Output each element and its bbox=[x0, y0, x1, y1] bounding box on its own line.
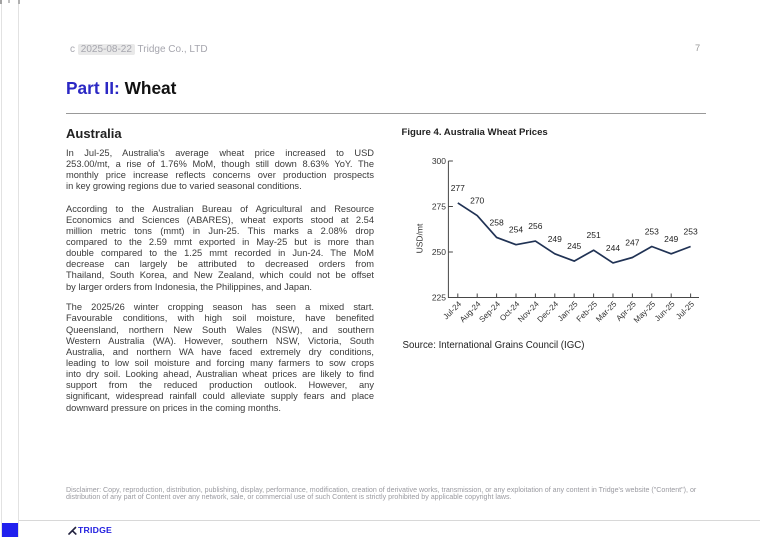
svg-text:253: 253 bbox=[645, 227, 659, 237]
svg-text:USD/mt: USD/mt bbox=[415, 223, 425, 253]
svg-text:247: 247 bbox=[625, 238, 639, 248]
svg-text:249: 249 bbox=[664, 234, 678, 244]
svg-text:277: 277 bbox=[451, 183, 465, 193]
svg-text:250: 250 bbox=[432, 247, 446, 257]
svg-text:300: 300 bbox=[432, 156, 446, 166]
svg-text:270: 270 bbox=[470, 196, 484, 206]
svg-text:245: 245 bbox=[567, 241, 581, 251]
svg-text:Mar-25: Mar-25 bbox=[594, 299, 619, 324]
svg-text:258: 258 bbox=[490, 217, 504, 227]
svg-text:253: 253 bbox=[684, 227, 698, 237]
svg-text:Jun-25: Jun-25 bbox=[653, 299, 677, 323]
svg-text:Dec-24: Dec-24 bbox=[536, 299, 561, 324]
svg-text:256: 256 bbox=[528, 221, 542, 231]
svg-text:275: 275 bbox=[432, 202, 446, 212]
svg-text:244: 244 bbox=[606, 243, 620, 253]
svg-text:249: 249 bbox=[548, 234, 562, 244]
svg-text:225: 225 bbox=[432, 293, 446, 303]
svg-text:Jul-25: Jul-25 bbox=[674, 299, 696, 321]
svg-text:Sep-24: Sep-24 bbox=[477, 299, 502, 324]
svg-text:May-25: May-25 bbox=[632, 299, 658, 325]
svg-text:251: 251 bbox=[587, 230, 601, 240]
svg-text:254: 254 bbox=[509, 225, 523, 235]
